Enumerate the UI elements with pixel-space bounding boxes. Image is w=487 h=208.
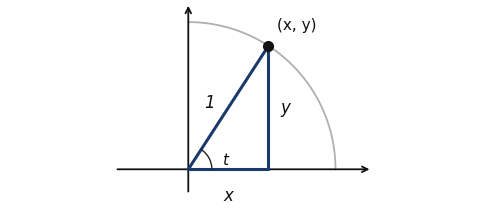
Text: 1: 1 [204,94,215,112]
Text: (x, y): (x, y) [277,18,317,33]
Text: y: y [280,99,290,116]
Text: x: x [224,187,233,205]
Text: t: t [222,153,228,168]
